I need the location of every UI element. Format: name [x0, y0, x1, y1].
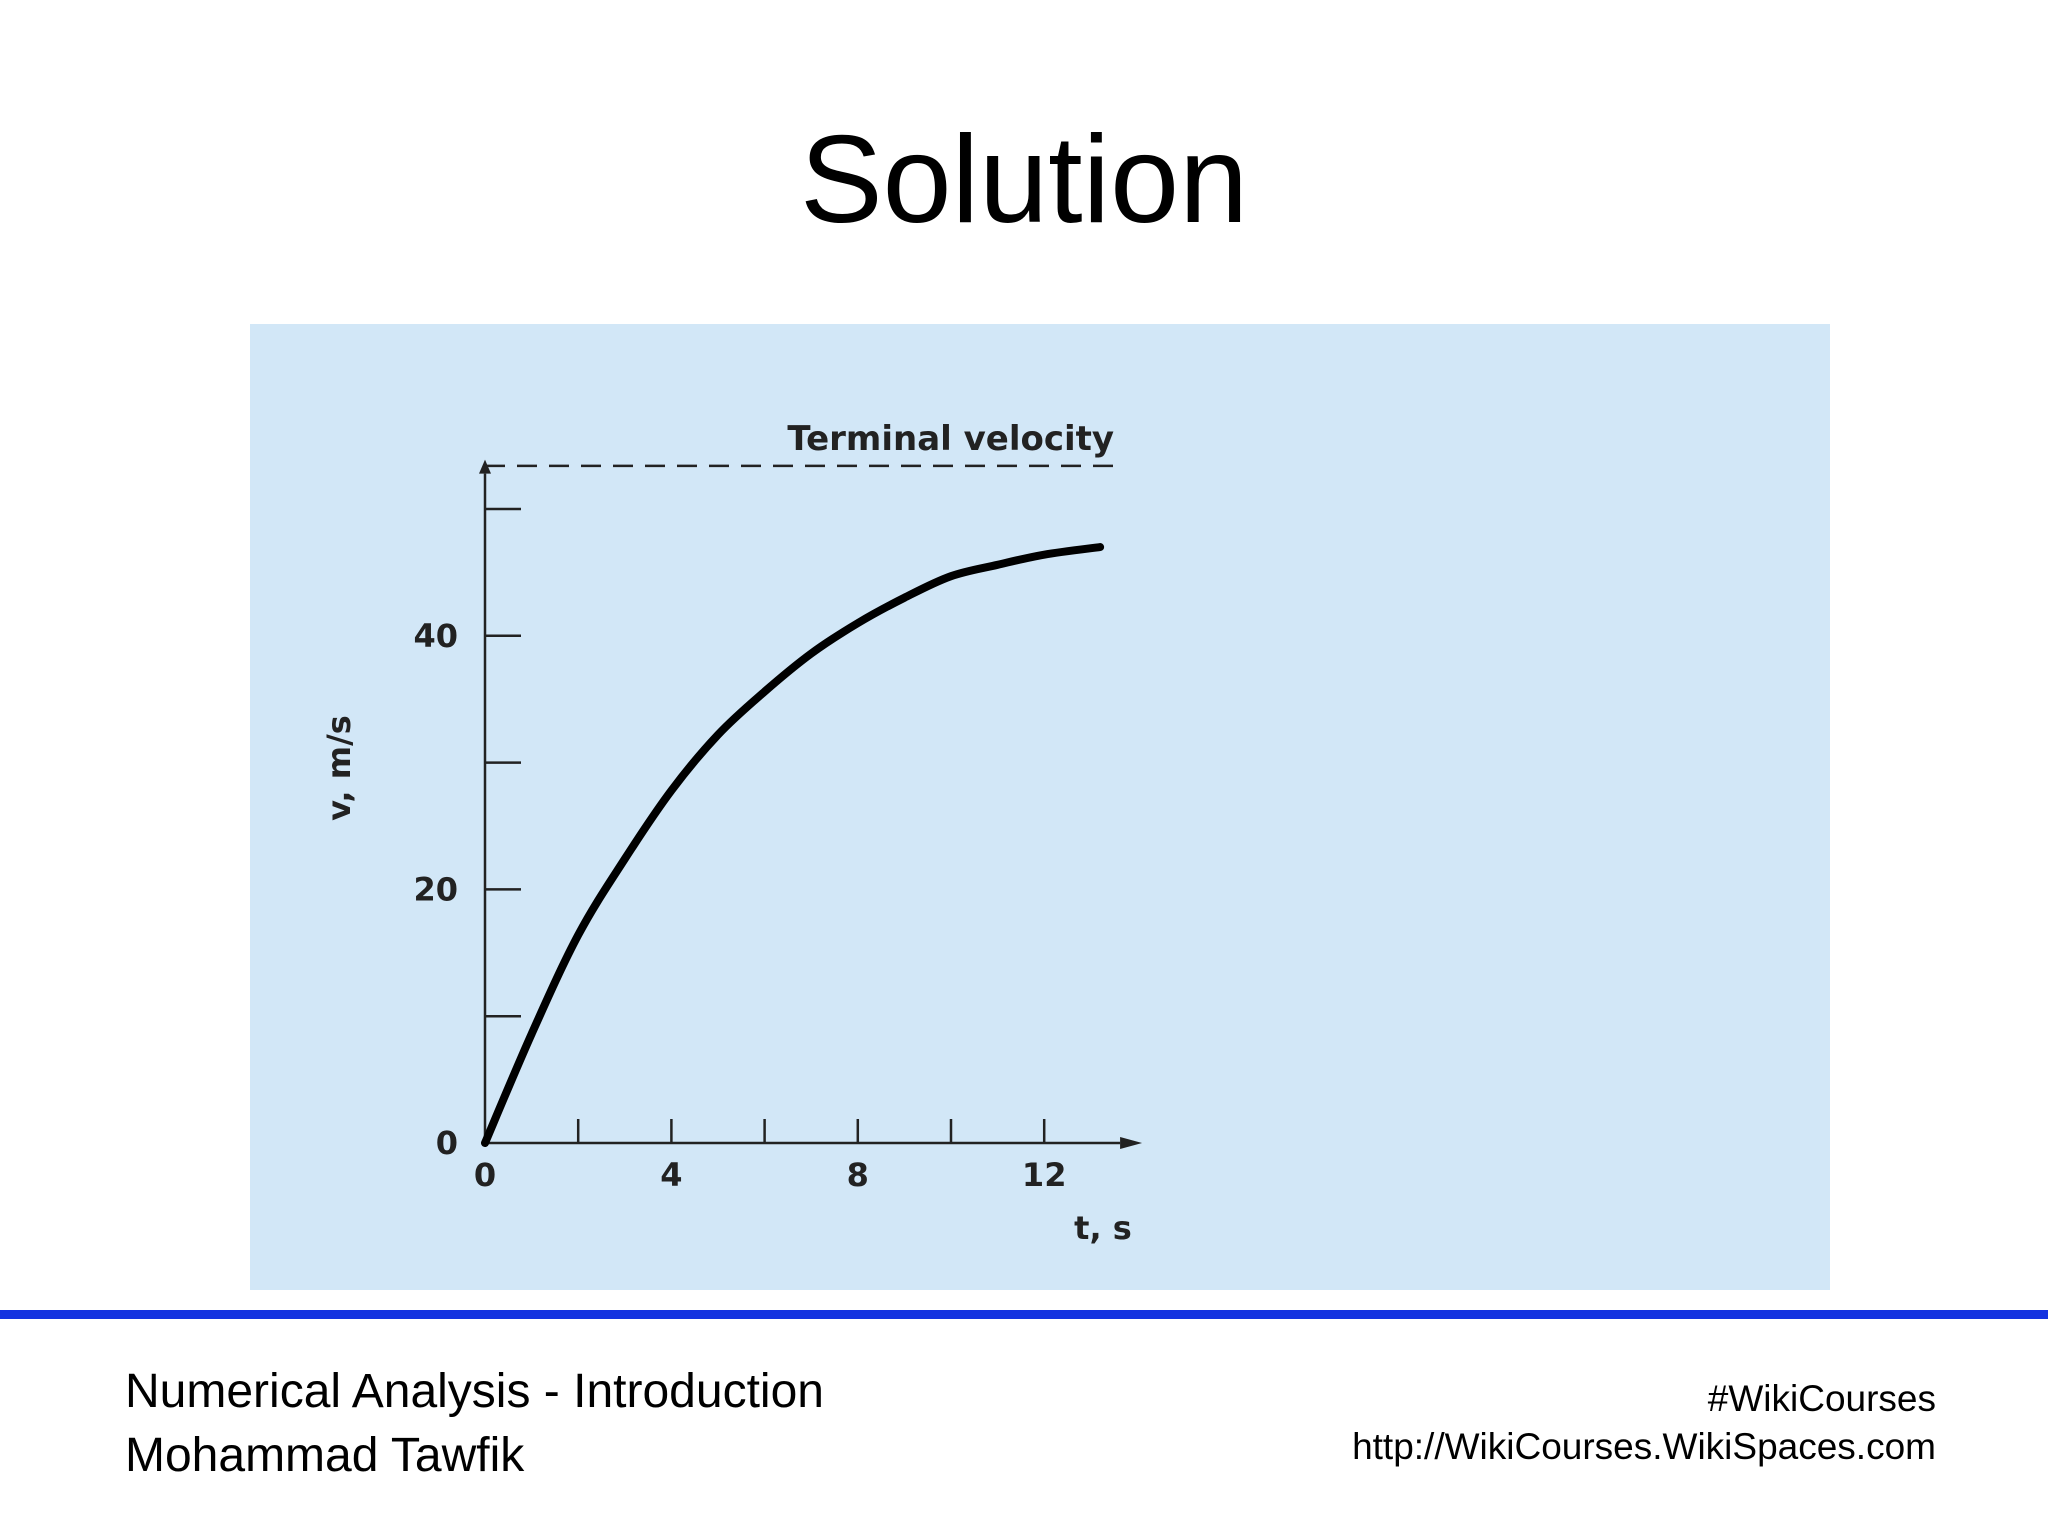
chart-series [481, 543, 1105, 1147]
velocity-chart: 0 4 8 12 0 20 40 Terminal velocity t, s v, m/s [320, 419, 1143, 1247]
footer-author: Mohammad Tawfik [125, 1429, 525, 1482]
chart-axes [479, 459, 1143, 1149]
x-tick-label: 4 [660, 1156, 682, 1194]
chart-figure: 0 4 8 12 0 20 40 Terminal velocity t, s v, m/s [250, 324, 1830, 1290]
chart-tick-labels: 0 4 8 12 0 20 40 [413, 617, 1066, 1194]
chart-ticks [485, 507, 1046, 1143]
y-tick-label: 0 [436, 1124, 458, 1162]
y-tick-label: 20 [413, 870, 458, 908]
x-tick-label: 0 [474, 1156, 496, 1194]
footer-hashtag: #WikiCourses [1707, 1378, 1936, 1419]
terminal-velocity-label: Terminal velocity [787, 419, 1114, 459]
slide-title: Solution [799, 111, 1249, 249]
terminal-velocity-group: Terminal velocity [485, 419, 1118, 468]
velocity-curve [481, 543, 1105, 1147]
footer-url: http://WikiCourses.WikiSpaces.com [1352, 1426, 1936, 1467]
x-tick-label: 12 [1022, 1156, 1067, 1194]
y-tick-label: 40 [413, 617, 458, 655]
x-axis-arrow [1120, 1137, 1143, 1149]
x-axis-label: t, s [1074, 1209, 1132, 1247]
y-axis-label: v, m/s [320, 715, 358, 821]
footer-divider [0, 1310, 2048, 1319]
x-tick-label: 8 [847, 1156, 869, 1194]
footer-course-title: Numerical Analysis - Introduction [125, 1365, 824, 1418]
